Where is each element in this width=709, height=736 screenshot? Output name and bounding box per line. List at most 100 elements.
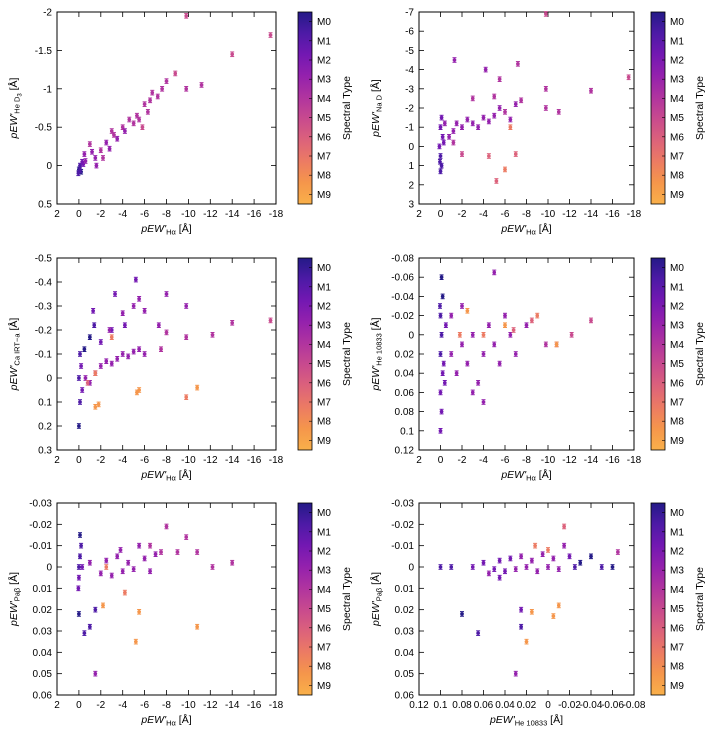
data-point bbox=[104, 139, 109, 146]
data-point bbox=[551, 555, 556, 562]
data-point bbox=[127, 116, 132, 123]
y-axis-label: pEW'Paβ [Å] bbox=[369, 572, 384, 627]
plot-frame bbox=[56, 502, 277, 696]
colorbar-tick-label: M4 bbox=[317, 340, 331, 351]
x-tick-label: 0.1 bbox=[434, 700, 448, 711]
data-point bbox=[98, 147, 103, 154]
data-point bbox=[442, 120, 447, 127]
colorbar-tick-label: M0 bbox=[317, 263, 331, 274]
colorbar-gradient bbox=[297, 257, 313, 451]
x-tick-label: -2 bbox=[96, 209, 105, 220]
data-point bbox=[93, 670, 98, 677]
data-point bbox=[115, 355, 120, 362]
x-tick-label: -0.06 bbox=[601, 700, 624, 711]
data-point bbox=[76, 585, 81, 592]
data-point bbox=[551, 613, 556, 619]
data-point bbox=[115, 135, 120, 142]
y-tick-label: 2 bbox=[408, 180, 414, 191]
data-point bbox=[497, 557, 502, 564]
y-tick-label: 0.04 bbox=[395, 369, 415, 380]
data-point bbox=[230, 319, 235, 326]
data-point bbox=[118, 547, 123, 553]
data-point bbox=[438, 153, 443, 159]
colorbar-tick-label: M0 bbox=[317, 17, 331, 28]
data-point bbox=[529, 317, 534, 324]
y-label-main: pEW' bbox=[370, 111, 382, 138]
data-point bbox=[184, 85, 189, 92]
colorbar: M0 M1 M2 M3 M4 M5 M6 M7 M8 M9 Spectral Type bbox=[650, 257, 706, 451]
data-point bbox=[104, 358, 109, 365]
data-point bbox=[199, 82, 204, 88]
x-label-sub: Hα bbox=[166, 719, 176, 728]
x-label-main: pEW' bbox=[140, 714, 167, 726]
x-tick-label: -0.02 bbox=[558, 700, 581, 711]
colorbar-tick-label: M4 bbox=[670, 94, 684, 105]
colorbar-tick-label: M1 bbox=[317, 527, 331, 538]
data-point bbox=[452, 57, 457, 63]
colorbar-tick-label: M9 bbox=[670, 681, 684, 692]
x-tick-label: -6 bbox=[140, 209, 149, 220]
data-point bbox=[492, 341, 497, 348]
x-tick-label: -18 bbox=[627, 209, 642, 220]
x-label-main: pEW' bbox=[500, 469, 527, 481]
panel-2: 2 0 -2 -4 -6 -8 -10 -12 -14 -16 -183210-1-2-3-4-5-… bbox=[369, 8, 706, 237]
data-point bbox=[87, 559, 92, 566]
data-point bbox=[454, 120, 459, 127]
data-point bbox=[615, 549, 620, 555]
y-axis-label: pEW'He D3 [Å] bbox=[7, 77, 24, 139]
data-point bbox=[94, 162, 99, 169]
x-tick-label: -12 bbox=[562, 209, 577, 220]
data-point bbox=[77, 167, 82, 174]
x-tick-label: -2 bbox=[458, 209, 467, 220]
x-tick-label: -10 bbox=[541, 455, 556, 466]
colorbar-tick-label: M5 bbox=[317, 604, 331, 615]
x-label-main: pEW' bbox=[489, 714, 516, 726]
x-tick-label: -12 bbox=[203, 455, 218, 466]
y-tick-label: 0.2 bbox=[38, 422, 52, 433]
colorbar-tick-label: M0 bbox=[670, 508, 684, 519]
colorbar-tick-label: M3 bbox=[317, 566, 331, 577]
data-point bbox=[230, 51, 235, 58]
x-tick-label: -14 bbox=[225, 700, 240, 711]
x-tick-label: -16 bbox=[605, 209, 620, 220]
colorbar-tick-label: M4 bbox=[317, 94, 331, 105]
x-tick-label: -18 bbox=[269, 209, 284, 220]
x-tick-label: -0.04 bbox=[580, 700, 603, 711]
data-point bbox=[519, 623, 524, 630]
colorbar-tick-label: M9 bbox=[317, 436, 331, 447]
colorbar-tick-label: M2 bbox=[317, 56, 331, 67]
colorbar-label: Spectral Type bbox=[694, 567, 706, 631]
data-point bbox=[98, 363, 103, 369]
y-label-unit: [Å] bbox=[369, 572, 382, 588]
colorbar-label: Spectral Type bbox=[341, 567, 353, 631]
colorbar-tick-label: M6 bbox=[317, 623, 331, 634]
data-point bbox=[481, 399, 486, 405]
colorbar-tick-label: M4 bbox=[670, 585, 684, 596]
y-tick-label: 0.1 bbox=[400, 426, 414, 437]
x-tick-label: -12 bbox=[203, 209, 218, 220]
x-label-sub: Hα bbox=[166, 474, 176, 483]
y-label-main: pEW' bbox=[370, 600, 382, 627]
colorbar-tick-label: M0 bbox=[317, 508, 331, 519]
x-label-unit: [Å] bbox=[536, 222, 552, 235]
data-point bbox=[441, 360, 446, 367]
plot-frame bbox=[418, 11, 635, 205]
y-tick-label: -0.06 bbox=[391, 273, 414, 284]
y-tick-label: -0.02 bbox=[29, 520, 52, 531]
x-axis-label: pEW'Hα [Å] bbox=[140, 222, 191, 237]
x-tick-label: -14 bbox=[584, 455, 599, 466]
colorbar-tick-label: M6 bbox=[317, 132, 331, 143]
y-tick-label: 0.02 bbox=[395, 350, 415, 361]
data-point bbox=[497, 574, 502, 581]
data-point bbox=[442, 379, 447, 386]
y-tick-label: -0.1 bbox=[35, 350, 53, 361]
colorbar-tick-label: M8 bbox=[317, 417, 331, 428]
data-point bbox=[438, 124, 443, 131]
data-point bbox=[195, 549, 200, 555]
data-point bbox=[503, 166, 507, 173]
data-point bbox=[93, 403, 98, 410]
data-point bbox=[107, 145, 112, 152]
data-point bbox=[76, 170, 81, 177]
data-point bbox=[77, 351, 82, 357]
y-tick-label: 0.08 bbox=[395, 407, 415, 418]
